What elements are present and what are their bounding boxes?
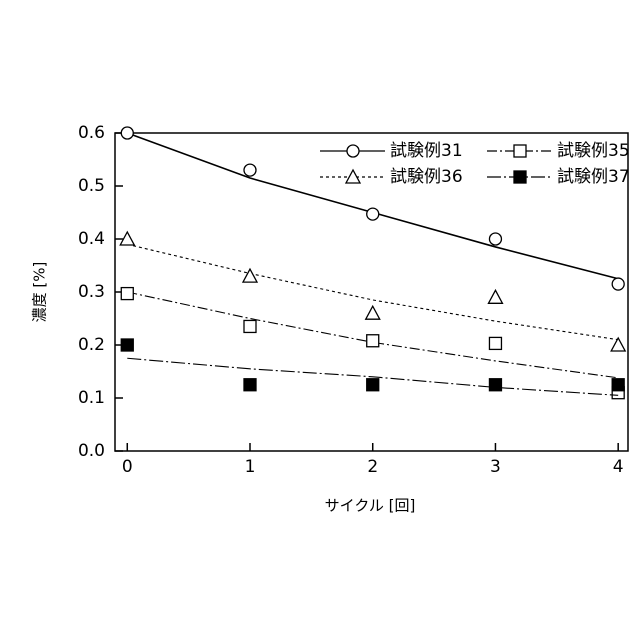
x-tick-label: 0 — [122, 457, 133, 477]
y-tick-label: 0.3 — [78, 282, 105, 302]
marker — [514, 145, 526, 157]
y-axis-label: 濃度 [%] — [31, 262, 49, 323]
marker — [489, 379, 501, 391]
legend-label: 試験例31 — [390, 141, 463, 161]
y-tick-label: 0.1 — [78, 388, 105, 408]
plot-frame — [115, 133, 628, 451]
y-tick-label: 0.2 — [78, 335, 105, 355]
marker — [488, 290, 502, 303]
marker — [489, 337, 501, 349]
chart: 濃度 [%] サイクル [回] 0.0 0.1 0.2 0.3 0.4 0.5 0.6 0 1 2… — [0, 0, 640, 640]
marker — [347, 145, 359, 157]
marker — [244, 320, 256, 332]
y-tick-label: 0.4 — [78, 229, 105, 249]
legend-label: 試験例36 — [390, 167, 463, 187]
y-tick-label: 0.6 — [78, 123, 105, 143]
marker — [367, 379, 379, 391]
x-tick-label: 4 — [613, 457, 624, 477]
y-tick-label: 0.5 — [78, 176, 105, 196]
x-tick-label: 2 — [367, 457, 378, 477]
x-axis-label: サイクル [回] — [325, 497, 416, 515]
legend-label: 試験例35 — [557, 141, 630, 161]
marker — [514, 171, 526, 183]
marker — [243, 269, 257, 282]
marker — [121, 127, 133, 139]
fit-line — [127, 133, 618, 279]
fit-line — [127, 244, 618, 339]
marker — [612, 278, 624, 290]
y-tick-label: 0.0 — [78, 441, 105, 461]
x-tick-label: 1 — [245, 457, 256, 477]
marker — [367, 208, 379, 220]
marker — [367, 335, 379, 347]
marker — [366, 306, 380, 319]
x-tick-label: 3 — [490, 457, 501, 477]
marker — [612, 379, 624, 391]
legend-label: 試験例37 — [557, 167, 630, 187]
marker — [244, 379, 256, 391]
marker — [121, 288, 133, 300]
marker — [489, 233, 501, 245]
marker — [121, 339, 133, 351]
marker — [611, 338, 625, 351]
marker — [244, 164, 256, 176]
